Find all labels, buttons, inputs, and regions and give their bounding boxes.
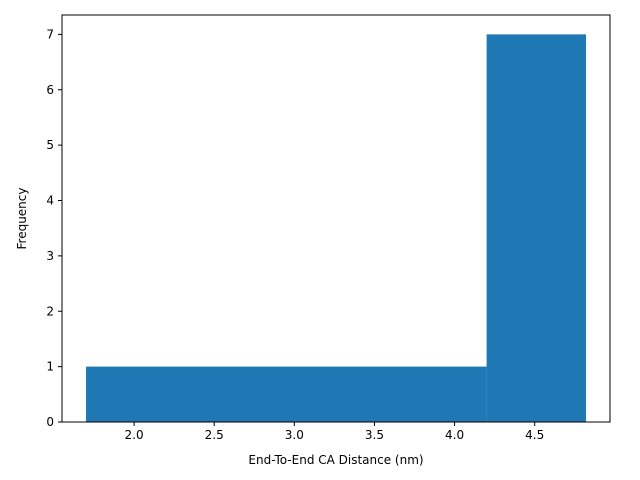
histogram-bar-0 bbox=[86, 366, 487, 422]
y-tick-label-5: 5 bbox=[46, 138, 54, 152]
y-tick-label-3: 3 bbox=[46, 249, 54, 263]
y-axis-label: Frequency bbox=[15, 188, 29, 250]
histogram-bar-1 bbox=[486, 34, 586, 422]
x-tick-label-0: 2.0 bbox=[125, 428, 144, 442]
x-ticks: 2.0 2.5 3.0 3.5 4.0 4.5 bbox=[125, 422, 544, 442]
y-tick-label-0: 0 bbox=[46, 415, 54, 429]
x-tick-label-2: 3.0 bbox=[285, 428, 304, 442]
y-tick-label-6: 6 bbox=[46, 83, 54, 97]
x-tick-label-1: 2.5 bbox=[205, 428, 224, 442]
x-tick-label-3: 3.5 bbox=[365, 428, 384, 442]
y-tick-label-1: 1 bbox=[46, 360, 54, 374]
y-ticks: 0 1 2 3 4 5 6 7 bbox=[46, 27, 62, 429]
x-axis-label: End-To-End CA Distance (nm) bbox=[248, 453, 423, 467]
x-tick-label-5: 4.5 bbox=[525, 428, 544, 442]
y-tick-label-7: 7 bbox=[46, 27, 54, 41]
y-tick-label-2: 2 bbox=[46, 304, 54, 318]
y-tick-label-4: 4 bbox=[46, 194, 54, 208]
axes-frame bbox=[61, 14, 611, 423]
x-tick-label-4: 4.0 bbox=[445, 428, 464, 442]
bars-layer bbox=[86, 34, 586, 422]
